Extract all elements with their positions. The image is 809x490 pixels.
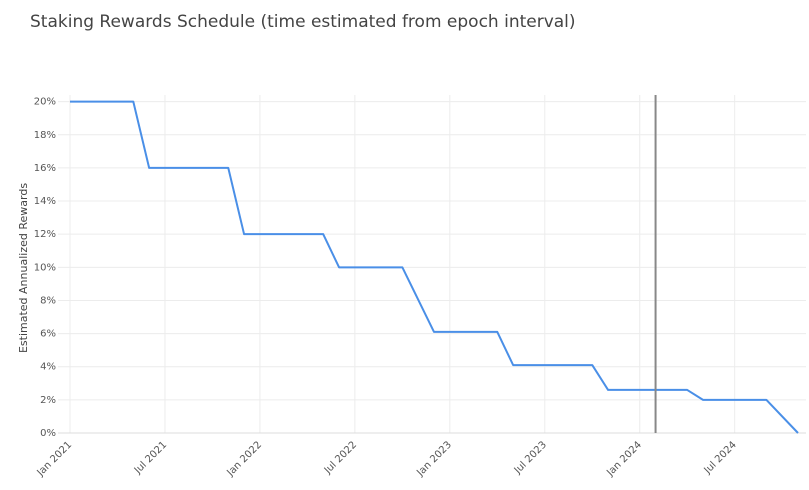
x-tick-label: Jul 2022: [322, 439, 359, 476]
y-tick-label: 0%: [40, 428, 56, 439]
x-tick-label: Jan 2021: [35, 439, 75, 479]
y-tick-label: 18%: [34, 130, 56, 141]
x-tick-label: Jan 2023: [414, 439, 454, 479]
x-tick-label: Jul 2021: [132, 439, 169, 476]
y-tick-label: 20%: [34, 97, 56, 108]
y-axis-title: Estimated Annualized Rewards: [17, 183, 30, 353]
y-tick-label: 2%: [40, 395, 56, 406]
x-tick-label: Jul 2023: [512, 439, 549, 476]
x-tick-label: Jul 2024: [702, 439, 739, 476]
y-tick-label: 6%: [40, 329, 56, 340]
y-tick-label: 8%: [40, 295, 56, 306]
x-tick-label: Jan 2024: [604, 439, 644, 479]
series-line: [70, 100, 799, 434]
y-tick-label: 4%: [40, 362, 56, 373]
x-tick-label: Jan 2022: [225, 439, 265, 479]
y-tick-label: 10%: [34, 262, 56, 273]
chart-title: Staking Rewards Schedule (time estimated…: [30, 12, 576, 32]
y-tick-label: 14%: [34, 196, 56, 207]
y-tick-label: 12%: [34, 229, 56, 240]
y-tick-label: 16%: [34, 163, 56, 174]
